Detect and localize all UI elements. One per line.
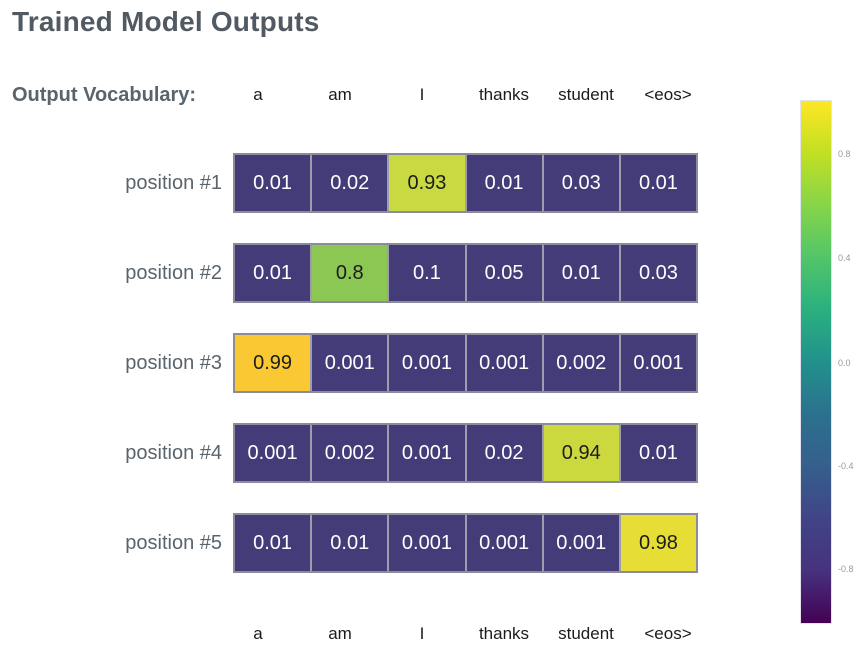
- prob-cell: 0.94: [541, 425, 619, 481]
- column-label: a: [253, 624, 263, 643]
- column-label: student: [558, 85, 614, 104]
- probability-row: position #4 0.001 0.002 0.001 0.02 0.94 …: [0, 423, 700, 483]
- colorbar-tick: 0.0: [838, 358, 851, 368]
- column-label: am: [328, 85, 352, 104]
- prob-cell: 0.001: [618, 335, 697, 391]
- prob-cell: 0.01: [541, 245, 619, 301]
- row-label: position #1: [125, 172, 222, 194]
- prob-cell: 0.98: [618, 515, 697, 571]
- prob-cell: 0.8: [310, 245, 388, 301]
- row-cells: 0.01 0.8 0.1 0.05 0.01 0.03: [233, 243, 698, 303]
- column-label: I: [419, 624, 425, 643]
- column-labels-top: a am I thanks student <eos>: [217, 85, 709, 105]
- prob-cell: 0.001: [387, 515, 465, 571]
- prob-cell: 0.1: [387, 245, 465, 301]
- row-cells: 0.01 0.02 0.93 0.01 0.03 0.01: [233, 153, 698, 213]
- probability-row: position #5 0.01 0.01 0.001 0.001 0.001 …: [0, 513, 700, 573]
- prob-cell: 0.93: [387, 155, 465, 211]
- prob-cell: 0.05: [464, 245, 542, 301]
- probability-row: position #1 0.01 0.02 0.93 0.01 0.03 0.0…: [0, 153, 700, 213]
- column-labels-bottom: a am I thanks student <eos>: [217, 624, 709, 644]
- column-label: I: [419, 85, 425, 104]
- prob-cell: 0.02: [464, 425, 542, 481]
- prob-cell: 0.01: [235, 245, 311, 301]
- colorbar-tick: 0.8: [838, 149, 851, 159]
- row-cells: 0.99 0.001 0.001 0.001 0.002 0.001: [233, 333, 698, 393]
- prob-cell: 0.01: [464, 155, 542, 211]
- probability-row: position #2 0.01 0.8 0.1 0.05 0.01 0.03: [0, 243, 700, 303]
- prob-cell: 0.02: [310, 155, 388, 211]
- row-label: position #5: [125, 532, 222, 554]
- prob-cell: 0.01: [310, 515, 388, 571]
- prob-cell: 0.03: [541, 155, 619, 211]
- prob-cell: 0.01: [235, 515, 311, 571]
- prob-cell: 0.001: [235, 425, 311, 481]
- probability-row: position #3 0.99 0.001 0.001 0.001 0.002…: [0, 333, 700, 393]
- prob-cell: 0.01: [618, 155, 697, 211]
- prob-cell: 0.001: [464, 515, 542, 571]
- prob-cell: 0.99: [235, 335, 311, 391]
- row-label: position #3: [125, 352, 222, 374]
- column-label: <eos>: [644, 85, 692, 104]
- prob-cell: 0.001: [310, 335, 388, 391]
- prob-cell: 0.001: [541, 515, 619, 571]
- row-label: position #2: [125, 262, 222, 284]
- colorbar-tick: -0.8: [838, 564, 854, 574]
- prob-cell: 0.002: [541, 335, 619, 391]
- prob-cell: 0.03: [618, 245, 697, 301]
- page-title: Trained Model Outputs: [12, 6, 320, 37]
- colorbar-tick: 0.4: [838, 253, 851, 263]
- column-label: student: [558, 624, 614, 643]
- row-cells: 0.01 0.01 0.001 0.001 0.001 0.98: [233, 513, 698, 573]
- row-cells: 0.001 0.002 0.001 0.02 0.94 0.01: [233, 423, 698, 483]
- column-label: a: [253, 85, 263, 104]
- column-label: am: [328, 624, 352, 643]
- prob-cell: 0.001: [387, 425, 465, 481]
- prob-cell: 0.001: [464, 335, 542, 391]
- colorbar-tick: -0.4: [838, 461, 854, 471]
- output-vocabulary-label: Output Vocabulary:: [12, 84, 197, 106]
- viridis-colorbar: [800, 100, 832, 624]
- row-label: position #4: [125, 442, 222, 464]
- prob-cell: 0.002: [310, 425, 388, 481]
- prob-cell: 0.001: [387, 335, 465, 391]
- column-label: thanks: [478, 85, 530, 104]
- column-label: <eos>: [644, 624, 692, 643]
- column-label: thanks: [478, 624, 530, 643]
- prob-cell: 0.01: [235, 155, 311, 211]
- prob-cell: 0.01: [618, 425, 697, 481]
